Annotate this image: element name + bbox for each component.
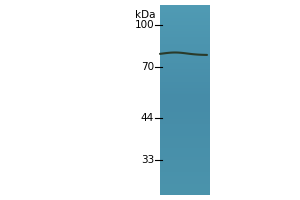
Text: 44: 44 — [141, 113, 154, 123]
Text: kDa: kDa — [134, 10, 155, 20]
Text: 33: 33 — [141, 155, 154, 165]
Text: 100: 100 — [134, 20, 154, 30]
Text: 70: 70 — [141, 62, 154, 72]
